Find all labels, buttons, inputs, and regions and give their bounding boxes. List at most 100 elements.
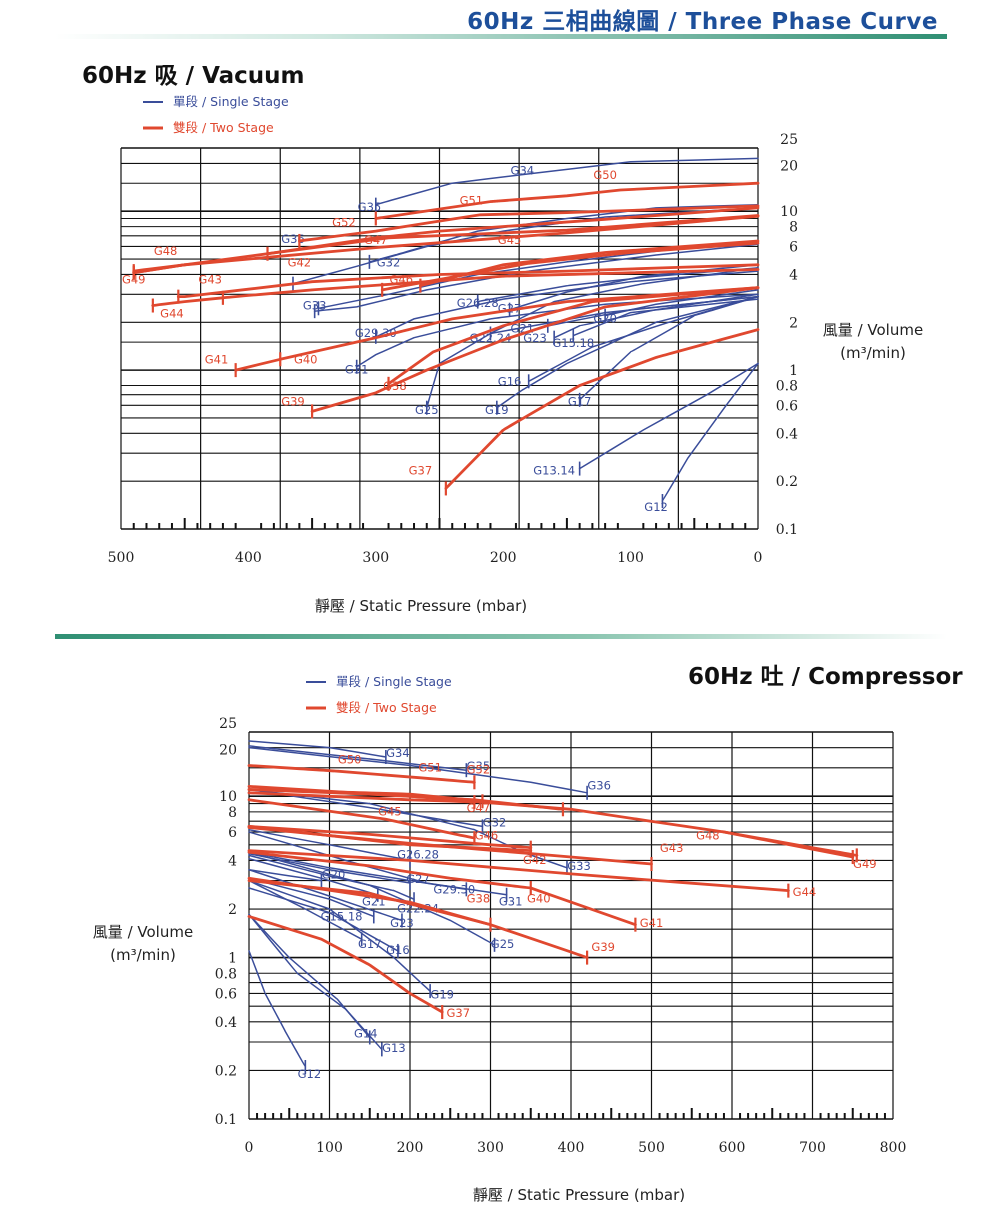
curve-g36 — [248, 746, 588, 794]
series-label-g22.24: G22.24 — [397, 902, 439, 916]
y-tick-label: 2 — [228, 902, 237, 918]
series-label-g34: G34 — [386, 746, 410, 760]
x-axis-title: 靜壓 / Static Pressure (mbar) — [473, 1186, 685, 1204]
series-label-g50: G50 — [338, 752, 362, 766]
series-label-g32: G32 — [483, 815, 507, 829]
curve-g39 — [247, 876, 589, 959]
series-label-g45: G45 — [498, 233, 522, 247]
legend-label-single: 單段 / Single Stage — [173, 94, 289, 109]
y-tick-label: 0.2 — [215, 1063, 237, 1079]
series-label-g33: G33 — [567, 859, 591, 873]
series-label-g51: G51 — [460, 194, 484, 208]
curve-g41 — [234, 357, 282, 372]
series-label-g39: G39 — [591, 940, 615, 954]
series-label-g35: G35 — [467, 759, 491, 773]
y-tick-label: 1 — [228, 951, 237, 967]
series-label-g23: G23 — [523, 331, 547, 345]
series-label-g19: G19 — [430, 987, 454, 1001]
y-tick-label: 0.6 — [776, 398, 798, 414]
x-tick-label: 700 — [799, 1140, 826, 1156]
series-label-g38: G38 — [467, 891, 491, 905]
curve-g34 — [375, 157, 759, 206]
compressor-section-title: 60Hz 吐 / Compressor — [688, 664, 963, 690]
curve-g26.28 — [248, 828, 411, 862]
x-tick-label: 800 — [880, 1140, 907, 1156]
x-tick-label: 200 — [397, 1140, 424, 1156]
curve-g50 — [247, 764, 476, 784]
y-tick-label: 20 — [219, 743, 237, 759]
curve-g36 — [292, 207, 759, 285]
y-tick-label: 0.8 — [215, 966, 237, 982]
curve-g40 — [247, 850, 533, 890]
series-label-g46: G46 — [475, 828, 499, 842]
series-label-g31: G31 — [345, 363, 369, 377]
series-label-g37: G37 — [409, 464, 433, 478]
x-tick-label: 100 — [617, 550, 644, 566]
y-tick-label: 1 — [789, 363, 798, 379]
x-tick-label: 400 — [235, 550, 262, 566]
series-label-g37: G37 — [447, 1006, 471, 1020]
header-rule — [55, 34, 947, 39]
x-tick-label: 0 — [754, 550, 763, 566]
series-label-g40: G40 — [294, 353, 318, 367]
y-tick-label: 0.6 — [215, 986, 237, 1002]
series-label-g48: G48 — [154, 244, 178, 258]
series-label-g42: G42 — [523, 853, 547, 867]
series-label-g25: G25 — [491, 937, 515, 951]
series-label-g13.14: G13.14 — [533, 464, 575, 478]
series-label-g47: G47 — [364, 233, 388, 247]
y-tick-label: 25 — [780, 132, 798, 148]
curve-g29.30 — [375, 270, 759, 338]
y-tick-label: 4 — [228, 853, 237, 869]
series-label-g16: G16 — [498, 375, 522, 389]
curve-g39 — [310, 286, 760, 413]
curve-g17 — [248, 879, 363, 940]
curve-g37 — [247, 915, 444, 1014]
y-tick-label: 6 — [789, 239, 798, 255]
series-label-g31: G31 — [499, 895, 523, 909]
y-tick-label: 0.1 — [215, 1112, 237, 1128]
series-label-g23: G23 — [390, 916, 414, 930]
series-label-g48: G48 — [696, 828, 720, 842]
curve-g21 — [248, 857, 379, 896]
curve-g14 — [248, 913, 371, 1039]
series-label-g17: G17 — [358, 937, 382, 951]
series-label-g50: G50 — [593, 168, 617, 182]
series-label-g33: G33 — [303, 299, 327, 313]
legend-label-two: 雙段 / Two Stage — [173, 120, 274, 135]
curve-g41 — [529, 886, 637, 927]
series-label-g26.28: G26.28 — [397, 848, 439, 862]
y-axis-unit: (m³/min) — [840, 344, 906, 362]
series-label-g17: G17 — [568, 394, 592, 408]
series-label-g41: G41 — [640, 916, 664, 930]
curve-g49 — [722, 830, 859, 857]
y-axis-title: 風量 / Volume — [93, 923, 193, 941]
section-divider — [55, 634, 947, 639]
y-axis-title: 風量 / Volume — [823, 321, 923, 339]
series-label-g19: G19 — [485, 403, 509, 417]
curve-g49 — [132, 263, 187, 275]
page-header-title: 60Hz 三相曲線圖 / Three Phase Curve — [467, 9, 938, 35]
x-tick-label: 100 — [316, 1140, 343, 1156]
curve-g31 — [248, 831, 508, 896]
series-label-g35: G35 — [358, 200, 382, 214]
curve-g35 — [248, 745, 468, 771]
x-tick-label: 200 — [490, 550, 517, 566]
series-label-g12: G12 — [298, 1067, 322, 1081]
curve-g44 — [247, 849, 790, 893]
series-label-g47: G47 — [467, 801, 491, 815]
vacuum-chart: 500 400 300 200 100 0 25 20 108 6 4 2 10.8 0.6 0.4 0.2 0… — [108, 94, 924, 615]
series-label-g40: G40 — [527, 891, 551, 905]
series-label-g34: G34 — [511, 164, 535, 178]
curve-g22.24 — [489, 267, 759, 335]
series-label-g36: G36 — [587, 779, 611, 793]
curve-g51 — [298, 204, 760, 243]
curve-g16 — [248, 887, 399, 952]
curve-g19 — [248, 879, 431, 992]
x-tick-label: 0 — [245, 1140, 254, 1156]
curve-g43 — [247, 826, 653, 866]
y-tick-label: 0.2 — [776, 474, 798, 490]
curve-g46 — [247, 825, 533, 850]
series-label-g43: G43 — [660, 841, 684, 855]
